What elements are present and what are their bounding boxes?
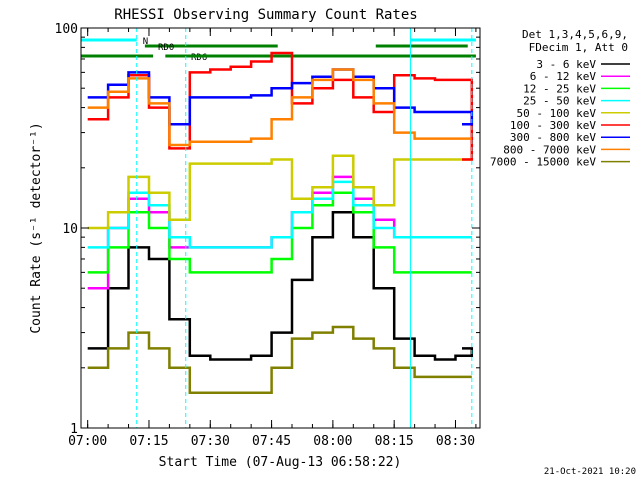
- series-line-7: [87, 68, 472, 147]
- footer-timestamp: 21-Oct-2021 10:20: [544, 467, 636, 477]
- series-line-3: [87, 180, 472, 249]
- series-line-5: [87, 51, 474, 161]
- y-tick-label-1: 10: [62, 222, 78, 237]
- series-line-4: [87, 154, 472, 230]
- series-line-0: [87, 210, 474, 361]
- y-tick-label-0: 1: [70, 422, 78, 437]
- data-series: [87, 51, 474, 395]
- series-line-2: [87, 191, 472, 274]
- legend-label-5: 100 - 300 keV: [510, 119, 596, 132]
- x-tick-label-3: 07:45: [252, 434, 291, 449]
- legend-label-2: 12 - 25 keV: [523, 82, 596, 95]
- legend-label-7: 800 - 7000 keV: [503, 143, 596, 156]
- x-tick-label-1: 07:15: [129, 434, 168, 449]
- legend-label-4: 50 - 100 keV: [517, 107, 597, 120]
- legend-label-0: 3 - 6 keV: [536, 58, 596, 71]
- x-tick-label-0: 07:00: [68, 434, 107, 449]
- legend-label-8: 7000 - 15000 keV: [490, 156, 596, 169]
- axes: 07:00 07:15 07:30 07:45 08:00 08:15 08:30 1 10 10…: [55, 22, 481, 449]
- x-axis-label: Start Time (07-Aug-13 06:58:22): [159, 455, 402, 470]
- flag-label-rd0: RD0: [158, 43, 174, 53]
- x-tick-label-5: 08:15: [375, 434, 414, 449]
- flag-label-n: N: [143, 37, 148, 47]
- flag-label-rd6: RD6: [191, 53, 207, 63]
- legend-label-6: 300 - 800 keV: [510, 131, 596, 144]
- x-tick-label-4: 08:00: [313, 434, 352, 449]
- x-tick-label-2: 07:30: [191, 434, 230, 449]
- series-line-8: [87, 325, 472, 395]
- legend: Det 1,3,4,5,6,9,FDecim 1, Att 0 3 - 6 keV…: [490, 28, 630, 169]
- chart-title: RHESSI Observing Summary Count Rates: [114, 7, 417, 23]
- legend-header-1: FDecim 1, Att 0: [529, 41, 628, 54]
- flag-bars: N RD0 RD6: [81, 37, 476, 63]
- y-axis-label: Count Rate (s⁻¹ detector⁻¹): [29, 122, 44, 333]
- y-tick-label-2: 100: [55, 22, 78, 37]
- time-markers: [136, 28, 473, 428]
- legend-label-1: 6 - 12 keV: [530, 70, 597, 83]
- legend-label-3: 25 - 50 keV: [523, 95, 596, 108]
- x-tick-label-6: 08:30: [436, 434, 475, 449]
- legend-header-0: Det 1,3,4,5,6,9,: [522, 28, 628, 41]
